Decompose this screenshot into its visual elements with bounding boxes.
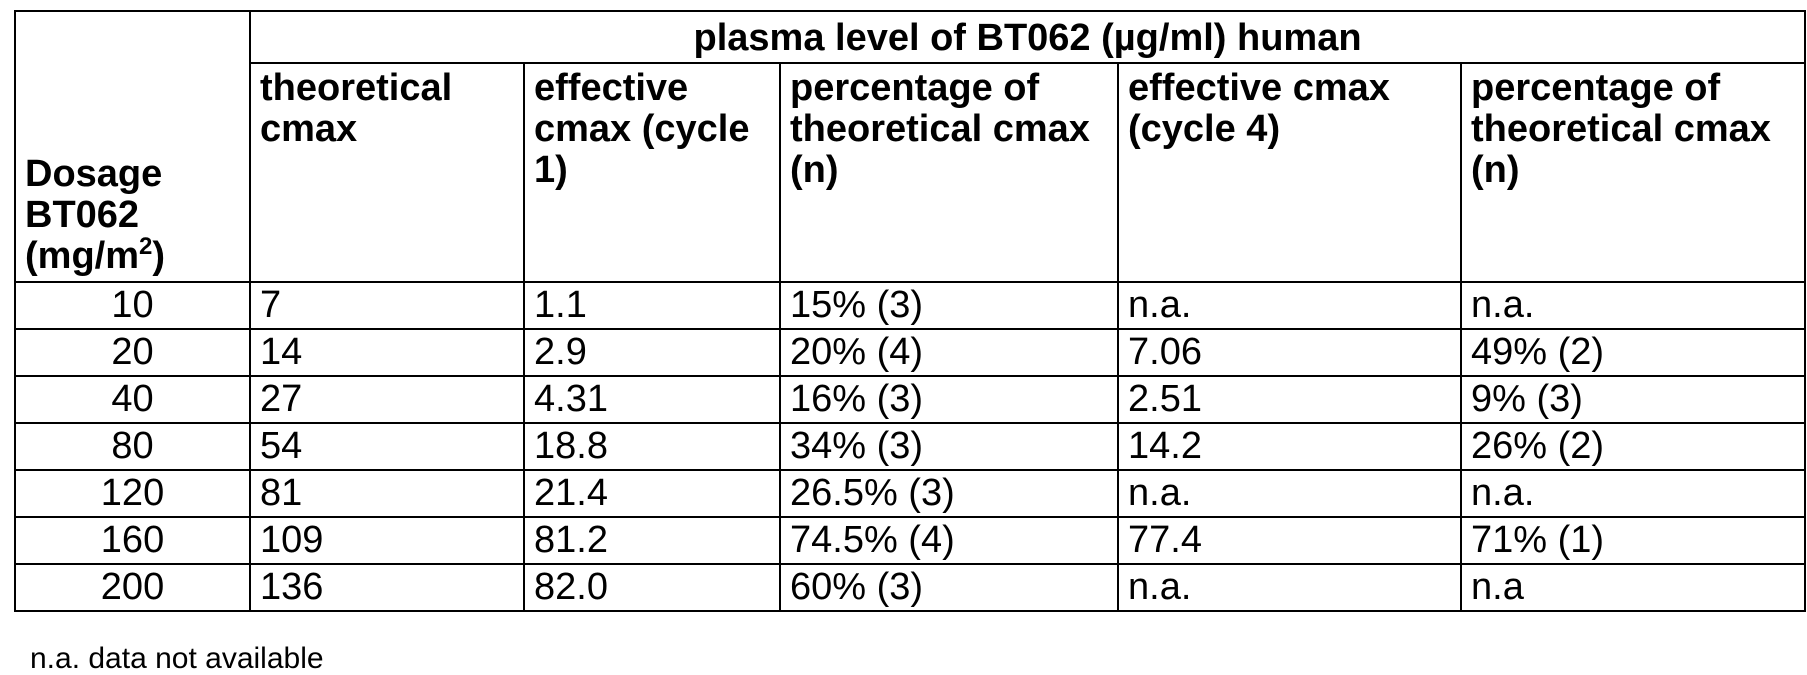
percentage-cycle4-cell: 9% (3) [1459, 375, 1807, 424]
percentage-cycle1-cell: 26.5% (3) [779, 469, 1119, 518]
percentage-cycle1-cell: 15% (3) [779, 281, 1119, 330]
percentage-cycle4-cell: 71% (1) [1459, 516, 1807, 565]
dosage-cell: 200 [14, 563, 251, 612]
dosage-unit-superscript: 2 [139, 233, 153, 260]
effective-cmax-cycle4-cell: 77.4 [1117, 516, 1462, 565]
dosage-cell: 40 [14, 375, 251, 424]
effective-cmax-cycle1-header: effective cmax (cycle 1) [523, 62, 781, 283]
plasma-level-table: Dosage BT062 (mg/m2) plasma level of BT0… [14, 10, 1807, 612]
header-row-columns: theoretical cmax effective cmax (cycle 1… [15, 62, 1807, 283]
table-body: 10 7 1.1 15% (3) n.a. n.a. 20 14 2.9 20%… [14, 281, 1807, 612]
effective-cmax-cycle1-cell: 1.1 [523, 281, 781, 330]
percentage-cycle4-header: percentage of theoretical cmax (n) [1459, 62, 1807, 283]
footnote: n.a. data not available [30, 642, 324, 675]
table-row: 200 136 82.0 60% (3) n.a. n.a [14, 563, 1807, 612]
percentage-cycle4-cell: n.a. [1459, 469, 1807, 518]
effective-cmax-cycle4-cell: 14.2 [1117, 422, 1462, 471]
effective-cmax-cycle1-cell: 81.2 [523, 516, 781, 565]
dosage-cell: 80 [14, 422, 251, 471]
percentage-cycle1-cell: 60% (3) [779, 563, 1119, 612]
dosage-header-line1: Dosage [25, 153, 163, 195]
effective-cmax-cycle1-cell: 2.9 [523, 328, 781, 377]
table-row: 160 109 81.2 74.5% (4) 77.4 71% (1) [14, 516, 1807, 565]
effective-cmax-cycle1-cell: 4.31 [523, 375, 781, 424]
dosage-cell: 120 [14, 469, 251, 518]
percentage-cycle4-cell: n.a [1459, 563, 1807, 612]
effective-cmax-cycle4-header: effective cmax (cycle 4) [1117, 62, 1462, 283]
theoretical-cmax-cell: 27 [249, 375, 525, 424]
effective-cmax-cycle4-cell: n.a. [1117, 281, 1462, 330]
table-row: 10 7 1.1 15% (3) n.a. n.a. [14, 281, 1807, 330]
table-row: 40 27 4.31 16% (3) 2.51 9% (3) [14, 375, 1807, 424]
theoretical-cmax-cell: 81 [249, 469, 525, 518]
effective-cmax-cycle4-cell: 2.51 [1117, 375, 1462, 424]
percentage-cycle4-cell: 26% (2) [1459, 422, 1807, 471]
percentage-cycle4-cell: n.a. [1459, 281, 1807, 330]
effective-cmax-cycle4-cell: n.a. [1117, 469, 1462, 518]
table-row: 20 14 2.9 20% (4) 7.06 49% (2) [14, 328, 1807, 377]
header-row-group: Dosage BT062 (mg/m2) plasma level of BT0… [14, 10, 1807, 283]
dosage-cell: 10 [14, 281, 251, 330]
plasma-level-group-header: plasma level of BT062 (µg/ml) human [248, 10, 1807, 64]
percentage-cycle1-cell: 34% (3) [779, 422, 1119, 471]
table-row: 80 54 18.8 34% (3) 14.2 26% (2) [14, 422, 1807, 471]
effective-cmax-cycle1-cell: 18.8 [523, 422, 781, 471]
theoretical-cmax-cell: 109 [249, 516, 525, 565]
dosage-cell: 160 [14, 516, 251, 565]
dosage-header-line3: (mg/m2) [25, 233, 248, 277]
theoretical-cmax-cell: 7 [249, 281, 525, 330]
effective-cmax-cycle1-cell: 21.4 [523, 469, 781, 518]
table-header: Dosage BT062 (mg/m2) plasma level of BT0… [14, 10, 1807, 283]
effective-cmax-cycle1-cell: 82.0 [523, 563, 781, 612]
theoretical-cmax-header: theoretical cmax [249, 62, 525, 283]
percentage-cycle1-cell: 20% (4) [779, 328, 1119, 377]
theoretical-cmax-cell: 14 [249, 328, 525, 377]
percentage-cycle1-header: percentage of theoretical cmax (n) [779, 62, 1119, 283]
dosage-unit-prefix: (mg/m [25, 235, 139, 277]
effective-cmax-cycle4-cell: 7.06 [1117, 328, 1462, 377]
dosage-unit-suffix: ) [152, 235, 166, 277]
percentage-cycle1-cell: 16% (3) [779, 375, 1119, 424]
dosage-header-line2: BT062 [25, 194, 140, 236]
document-page: Dosage BT062 (mg/m2) plasma level of BT0… [14, 10, 1807, 675]
theoretical-cmax-cell: 54 [249, 422, 525, 471]
percentage-cycle1-cell: 74.5% (4) [779, 516, 1119, 565]
dosage-cell: 20 [14, 328, 251, 377]
dosage-column-header: Dosage BT062 (mg/m2) [14, 10, 251, 283]
effective-cmax-cycle4-cell: n.a. [1117, 563, 1462, 612]
table-row: 120 81 21.4 26.5% (3) n.a. n.a. [14, 469, 1807, 518]
theoretical-cmax-cell: 136 [249, 563, 525, 612]
percentage-cycle4-cell: 49% (2) [1459, 328, 1807, 377]
